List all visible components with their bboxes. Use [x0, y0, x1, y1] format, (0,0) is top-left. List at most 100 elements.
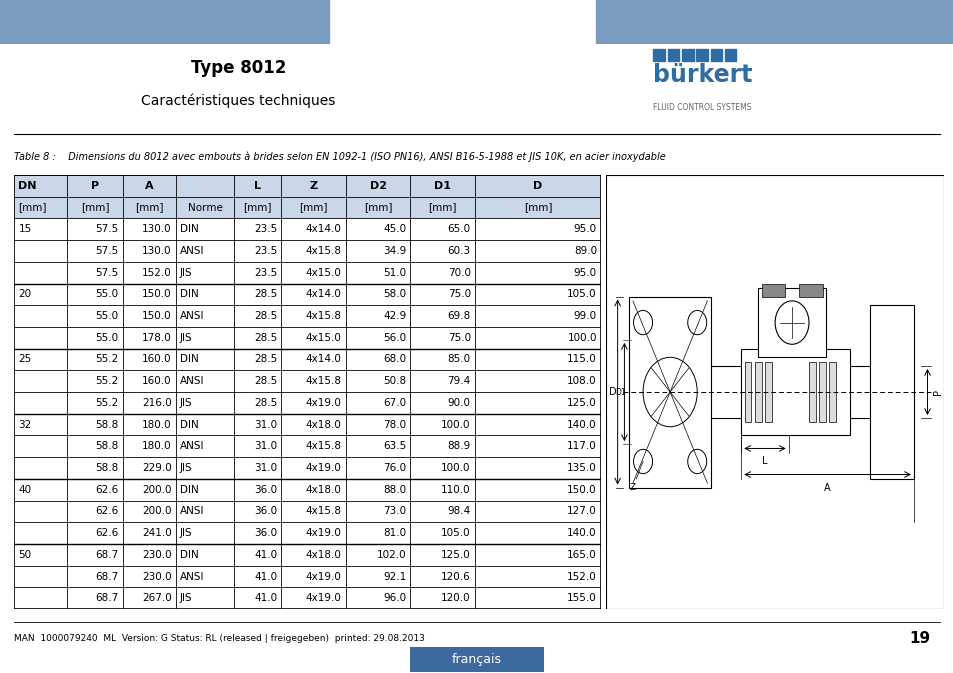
Bar [14, 283, 600, 306]
Bar [14, 479, 600, 501]
Text: 108.0: 108.0 [567, 376, 597, 386]
Text: 115.0: 115.0 [567, 355, 597, 365]
Text: 28.5: 28.5 [253, 311, 277, 321]
Text: 100.0: 100.0 [441, 419, 470, 429]
Text: 42.9: 42.9 [382, 311, 406, 321]
Bar [724, 48, 736, 61]
Text: DIN: DIN [179, 485, 198, 495]
Text: 56.0: 56.0 [383, 332, 406, 343]
Text: ANSI: ANSI [179, 246, 204, 256]
Text: 65.0: 65.0 [447, 224, 470, 234]
Text: 62.6: 62.6 [95, 485, 118, 495]
Text: 63.5: 63.5 [382, 441, 406, 452]
Text: 152.0: 152.0 [142, 268, 172, 278]
Text: 60.3: 60.3 [447, 246, 470, 256]
Text: 23.5: 23.5 [253, 224, 277, 234]
Text: ANSI: ANSI [179, 571, 204, 581]
Text: 102.0: 102.0 [376, 550, 406, 560]
Bar [14, 544, 600, 565]
Text: 55.0: 55.0 [95, 289, 118, 299]
Text: 58.8: 58.8 [95, 441, 118, 452]
Text: 69.8: 69.8 [447, 311, 470, 321]
Bar [629, 297, 710, 487]
Text: D2: D2 [369, 181, 386, 191]
Text: 50.8: 50.8 [383, 376, 406, 386]
Text: DIN: DIN [179, 419, 198, 429]
Bar [760, 283, 784, 297]
Text: 23.5: 23.5 [253, 246, 277, 256]
Bar [14, 457, 600, 479]
Text: D1: D1 [615, 388, 626, 396]
Text: 76.0: 76.0 [383, 463, 406, 473]
Text: JIS: JIS [179, 463, 193, 473]
Text: 34.9: 34.9 [382, 246, 406, 256]
Text: 45.0: 45.0 [383, 224, 406, 234]
Text: Z: Z [309, 181, 317, 191]
Text: [mm]: [mm] [363, 203, 392, 213]
Text: 75.0: 75.0 [447, 289, 470, 299]
Bar [828, 361, 835, 423]
Text: 4x15.0: 4x15.0 [306, 332, 341, 343]
Text: FLUID CONTROL SYSTEMS: FLUID CONTROL SYSTEMS [653, 103, 751, 112]
Text: 4x19.0: 4x19.0 [306, 398, 341, 408]
Bar [696, 48, 707, 61]
Text: 55.0: 55.0 [95, 332, 118, 343]
Text: 57.5: 57.5 [95, 268, 118, 278]
Text: 92.1: 92.1 [382, 571, 406, 581]
Text: 4x15.8: 4x15.8 [305, 441, 341, 452]
Text: 178.0: 178.0 [142, 332, 172, 343]
Text: 88.9: 88.9 [447, 441, 470, 452]
Text: 105.0: 105.0 [567, 289, 597, 299]
Text: 70.0: 70.0 [447, 268, 470, 278]
Text: 81.0: 81.0 [383, 528, 406, 538]
Bar [14, 327, 600, 349]
Text: JIS: JIS [179, 398, 193, 408]
Text: 68.7: 68.7 [95, 571, 118, 581]
Bar [710, 48, 721, 61]
Text: DIN: DIN [179, 550, 198, 560]
Text: 50: 50 [18, 550, 31, 560]
Text: 200.0: 200.0 [142, 506, 172, 516]
Text: ANSI: ANSI [179, 506, 204, 516]
Text: 4x14.0: 4x14.0 [306, 355, 341, 365]
Text: 117.0: 117.0 [567, 441, 597, 452]
Bar [744, 361, 751, 423]
Bar [740, 349, 849, 435]
Text: 67.0: 67.0 [383, 398, 406, 408]
Text: 51.0: 51.0 [383, 268, 406, 278]
Text: 4x18.0: 4x18.0 [306, 550, 341, 560]
Bar [14, 197, 600, 219]
Bar [14, 392, 600, 414]
Text: 180.0: 180.0 [142, 441, 172, 452]
Text: 267.0: 267.0 [142, 593, 172, 603]
Text: 150.0: 150.0 [567, 485, 597, 495]
Text: 100.0: 100.0 [567, 332, 597, 343]
Text: 241.0: 241.0 [142, 528, 172, 538]
Text: A: A [823, 483, 830, 493]
Text: 120.0: 120.0 [440, 593, 470, 603]
Text: 95.0: 95.0 [573, 268, 597, 278]
Text: 25: 25 [18, 355, 31, 365]
Text: [mm]: [mm] [299, 203, 328, 213]
Text: bürkert: bürkert [653, 63, 752, 87]
Text: Table 8 :    Dimensions du 8012 avec embouts à brides selon EN 1092-1 (ISO PN16): Table 8 : Dimensions du 8012 avec embout… [14, 151, 665, 162]
Bar [14, 565, 600, 588]
Bar [14, 522, 600, 544]
Text: Z: Z [629, 483, 636, 492]
Text: 96.0: 96.0 [383, 593, 406, 603]
Text: 99.0: 99.0 [573, 311, 597, 321]
Text: 4x18.0: 4x18.0 [306, 419, 341, 429]
Bar [596, 0, 953, 44]
Bar [819, 361, 825, 423]
Bar [14, 435, 600, 457]
Text: 4x14.0: 4x14.0 [306, 289, 341, 299]
Text: 4x19.0: 4x19.0 [306, 593, 341, 603]
Text: 98.4: 98.4 [447, 506, 470, 516]
Text: 150.0: 150.0 [142, 311, 172, 321]
Text: 31.0: 31.0 [253, 441, 277, 452]
Text: 100.0: 100.0 [441, 463, 470, 473]
Text: 4x14.0: 4x14.0 [306, 224, 341, 234]
Bar [808, 361, 815, 423]
Text: 140.0: 140.0 [567, 528, 597, 538]
Text: 28.5: 28.5 [253, 376, 277, 386]
